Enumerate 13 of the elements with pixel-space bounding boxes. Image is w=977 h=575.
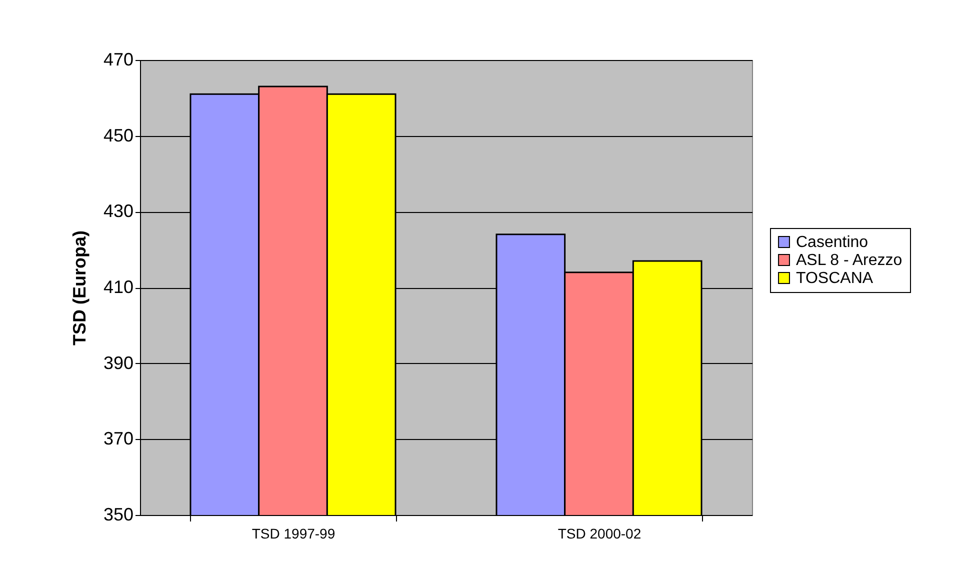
- x-tick-label: TSD 2000-02: [558, 526, 642, 542]
- y-tick-label: 450: [103, 125, 134, 146]
- y-tick-label: 410: [103, 277, 134, 297]
- y-tick-label: 430: [103, 201, 134, 222]
- y-axis-title: TSD (Europa): [69, 230, 90, 346]
- legend-label: TOSCANA: [796, 270, 874, 287]
- legend-label: ASL 8 - Arezzo: [796, 252, 902, 269]
- y-tick-label: 390: [103, 352, 134, 373]
- y-tick-label: 350: [103, 504, 134, 524]
- legend-label: Casentino: [796, 234, 868, 251]
- y-tick-label: 470: [103, 50, 134, 70]
- x-tick-label: TSD 1997-99: [252, 526, 336, 542]
- y-tick-label: 370: [103, 428, 134, 449]
